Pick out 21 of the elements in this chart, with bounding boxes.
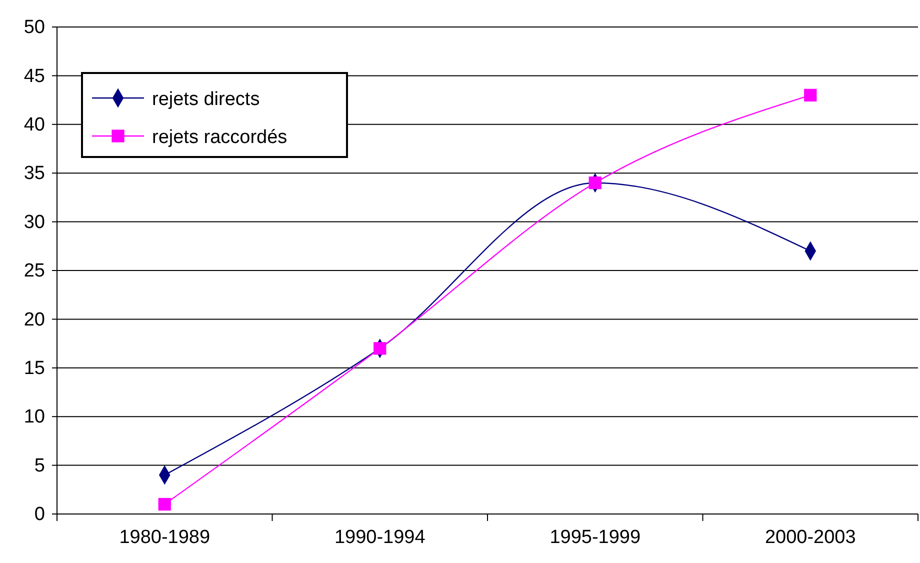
point xyxy=(804,88,817,102)
x-tick-label: 1980-1989 xyxy=(119,527,210,548)
x-tick-label: 1995-1999 xyxy=(550,527,641,548)
legend-label: rejets raccordés xyxy=(152,127,288,148)
y-tick-label: 0 xyxy=(34,504,45,526)
y-tick-label: 5 xyxy=(34,455,45,476)
y-tick-label: 40 xyxy=(24,114,45,136)
point xyxy=(158,498,171,511)
x-tick-label: 2000-2003 xyxy=(764,527,856,548)
y-tick-label: 10 xyxy=(24,406,45,428)
point xyxy=(588,176,602,190)
y-tick-label: 25 xyxy=(24,260,45,282)
y-tick-label: 30 xyxy=(24,212,45,233)
y-tick-label: 20 xyxy=(24,309,45,330)
point xyxy=(374,342,386,355)
y-tick-label: 50 xyxy=(24,17,45,38)
y-tick-label: 15 xyxy=(24,358,45,379)
y-tick-label: 35 xyxy=(24,163,45,184)
x-tick-label: 1990-1994 xyxy=(334,527,426,548)
legend-label: rejets directs xyxy=(152,89,260,110)
y-tick-label: 45 xyxy=(24,66,45,87)
